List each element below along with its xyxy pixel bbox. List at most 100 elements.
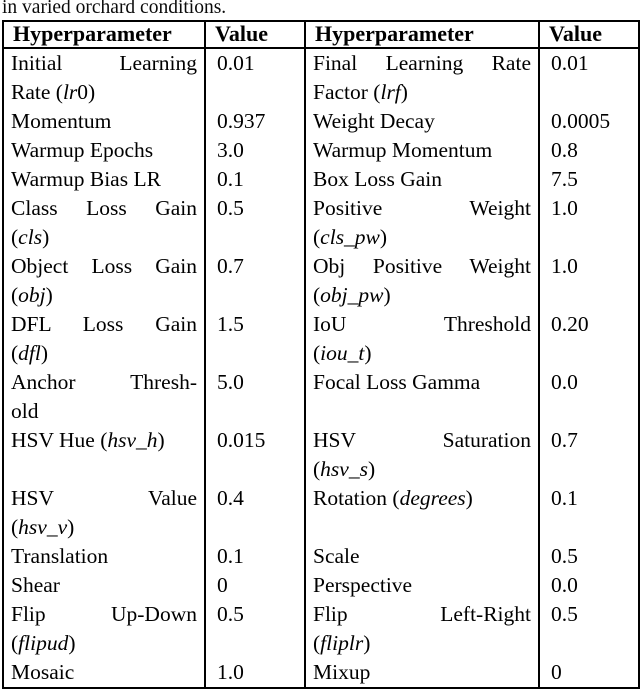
cell-text-line: Scale [313, 542, 531, 571]
value-text: 0.5 [217, 602, 244, 626]
cell-text: ) [45, 283, 53, 307]
hyperparameter-name-cell: Warmup Bias LR [2, 165, 206, 194]
value-cell: 0.1 [538, 484, 640, 542]
value-cell: 0.1 [204, 542, 306, 571]
value-text: 0.5 [551, 602, 578, 626]
column-header-value-right: Value [538, 21, 640, 49]
value-cell: 0.01 [204, 48, 306, 107]
cell-text-line: (obj_pw) [313, 281, 531, 310]
value-cell: 0.01 [538, 48, 640, 107]
cell-text-line: Focal Loss Gamma [313, 368, 531, 397]
cell-text: DFL Loss Gain [11, 312, 197, 336]
value-text: 3.0 [217, 138, 244, 162]
variable-code-text: degrees [399, 486, 466, 510]
value-text: 0.8 [551, 138, 578, 162]
hyperparameter-name-cell: HSV Hue (hsv_h) [2, 426, 206, 484]
value-text: 0.1 [217, 167, 244, 191]
cell-text-line: Final Learning Rate [313, 49, 531, 78]
hyperparameter-name-cell: Warmup Epochs [2, 136, 206, 165]
cell-text: Class Loss Gain [11, 196, 197, 220]
value-cell: 7.5 [538, 165, 640, 194]
cell-text: IoU Threshold [313, 312, 531, 336]
hyperparameter-name-cell: Rotation (degrees) [304, 484, 540, 542]
hyperparameter-name-cell: Warmup Momentum [304, 136, 540, 165]
value-text: 0.7 [551, 428, 578, 452]
variable-code-text: hsv_v [18, 515, 68, 539]
variable-code-text: iou_t [320, 341, 365, 365]
cell-text: ) [383, 283, 391, 307]
hyperparameter-name-cell: Class Loss Gain (cls) [2, 194, 206, 252]
value-cell: 0.8 [538, 136, 640, 165]
cell-text: Rate ( [11, 80, 63, 104]
cell-text: Flip Up-Down [11, 602, 197, 626]
cell-text: Perspective [313, 573, 413, 597]
cell-text-line: Rotation (degrees) [313, 484, 531, 513]
hyperparameter-name-cell: Mosaic [2, 658, 206, 688]
hyperparameter-name-cell: Shear [2, 571, 206, 600]
cell-text: Initial Learning [11, 51, 197, 75]
table-body: Initial Learning Rate (lr0) 0.01 Final Lear… [2, 48, 640, 688]
variable-code-text: hsv_s [320, 457, 368, 481]
cell-text-line: HSV Value [11, 484, 197, 513]
cell-text: Box Loss Gain [313, 167, 442, 191]
cell-text: ) [40, 341, 49, 365]
value-cell: 0.5 [538, 600, 640, 658]
cell-text: Warmup Epochs [11, 138, 154, 162]
column-header-hyperparameter-right: Hyperparameter [304, 21, 540, 49]
cell-text: Anchor Thresh- [11, 370, 197, 394]
table-row: HSV Hue (hsv_h) 0.015 HSV Saturation (hsv_s… [2, 426, 640, 484]
cell-text: Mosaic [11, 660, 75, 684]
value-cell: 0.5 [204, 600, 306, 658]
cell-text: ( [11, 283, 19, 307]
value-cell: 0.5 [204, 194, 306, 252]
cell-text-line: Warmup Epochs [11, 136, 197, 165]
cell-text-line: (flipud) [11, 629, 197, 658]
value-cell: 5.0 [204, 368, 306, 426]
hyperparameter-name-cell: HSV Value (hsv_v) [2, 484, 206, 542]
cell-text: HSV Hue ( [11, 428, 108, 452]
cell-text-line: (cls) [11, 223, 197, 252]
cell-text-line: Box Loss Gain [313, 165, 531, 194]
cell-text: Translation [11, 544, 109, 568]
hyperparameter-name-cell: Translation [2, 542, 206, 571]
cell-text: ) [400, 80, 408, 104]
cell-text-line: (hsv_s) [313, 455, 531, 484]
cell-text-line: old [11, 397, 197, 426]
table-row: Class Loss Gain (cls) 0.5 Positive Weight (c… [2, 194, 640, 252]
cell-text-line: Rate (lr0) [11, 78, 197, 107]
value-cell: 0.015 [204, 426, 306, 484]
value-text: 0 [217, 573, 228, 597]
cell-text-line: (dfl) [11, 339, 197, 368]
value-text: 0 [551, 660, 562, 684]
cell-text: ) [367, 457, 376, 481]
variable-code-text: obj [18, 283, 46, 307]
table-row: Momentum 0.937 Weight Decay 0.0005 [2, 107, 640, 136]
cell-text: Warmup Bias LR [11, 167, 161, 191]
table-header: Hyperparameter Value Hyperparameter Valu… [2, 21, 640, 49]
cell-text: ( [313, 341, 321, 365]
value-text: 0.0005 [551, 109, 611, 133]
hyperparameter-name-cell: IoU Threshold (iou_t) [304, 310, 540, 368]
cell-text-line: (hsv_v) [11, 513, 197, 542]
value-cell: 0.5 [538, 542, 640, 571]
table-row: Shear 0 Perspective 0.0 [2, 571, 640, 600]
column-header-value-left: Value [204, 21, 306, 49]
value-cell: 0.20 [538, 310, 640, 368]
value-cell: 0.0 [538, 571, 640, 600]
value-text: 1.0 [551, 254, 578, 278]
cell-text: ( [313, 457, 321, 481]
value-cell: 1.0 [538, 252, 640, 310]
cell-text: ) [379, 225, 388, 249]
cell-text: Warmup Momentum [313, 138, 493, 162]
value-text: 0.01 [551, 51, 589, 75]
value-text: 1.5 [217, 312, 244, 336]
hyperparameter-name-cell: Final Learning Rate Factor (lrf) [304, 48, 540, 107]
cell-text: 0) [77, 80, 96, 104]
variable-code-text: lrf [380, 80, 401, 104]
cell-text-line: Class Loss Gain [11, 194, 197, 223]
table-row: Mosaic 1.0 Mixup 0 [2, 658, 640, 688]
cell-text: ( [11, 515, 19, 539]
cell-text-line: Positive Weight [313, 194, 531, 223]
cell-text: Obj Positive Weight [313, 254, 531, 278]
cell-text-line: Perspective [313, 571, 531, 600]
